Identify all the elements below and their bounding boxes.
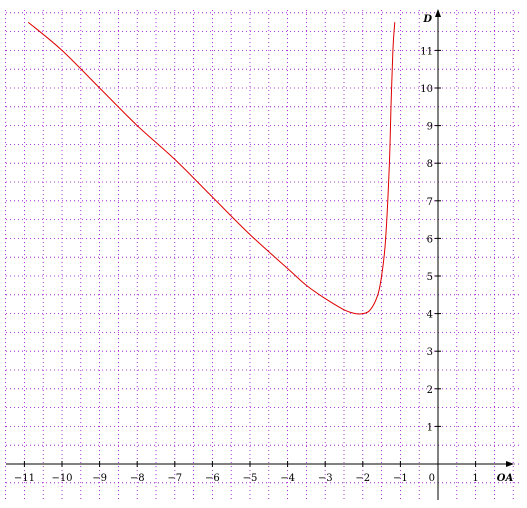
x-tick-label: −2 <box>355 473 370 484</box>
y-tick-label: 7 <box>427 197 433 208</box>
y-axis-arrow-icon <box>435 9 441 17</box>
axes <box>6 9 514 500</box>
y-tick-label: 2 <box>427 385 433 396</box>
x-tick-label: −11 <box>14 473 35 484</box>
x-tick-label: −5 <box>243 473 258 484</box>
y-tick-label: 3 <box>427 347 433 358</box>
y-tick-label: 1 <box>427 422 433 433</box>
x-tick-label: −3 <box>318 473 333 484</box>
x-tick-label: −1 <box>393 473 408 484</box>
y-tick-label: 11 <box>420 46 433 57</box>
x-axis-label: OA <box>497 473 514 484</box>
y-axis-label: D <box>422 14 432 25</box>
grid <box>5 10 519 500</box>
y-tick-label: 8 <box>427 159 433 170</box>
x-tick-label: −8 <box>130 473 145 484</box>
x-tick-label: −9 <box>92 473 107 484</box>
y-tick-label: 5 <box>427 272 433 283</box>
x-tick-label: −4 <box>280 473 295 484</box>
series-line <box>27 21 396 315</box>
series-group <box>27 21 396 315</box>
x-tick-label: 1 <box>472 473 478 484</box>
y-tick-label: 9 <box>427 122 433 133</box>
y-tick-label: 6 <box>427 234 433 245</box>
x-tick-label: −10 <box>51 473 72 484</box>
origin-label: 0 <box>429 473 435 484</box>
y-tick-label: 4 <box>427 310 433 321</box>
x-tick-label: −6 <box>205 473 220 484</box>
x-tick-label: −7 <box>167 473 182 484</box>
x-axis-arrow-icon <box>506 461 514 467</box>
y-tick-label: 10 <box>420 84 433 95</box>
tick-marks <box>23 49 477 467</box>
